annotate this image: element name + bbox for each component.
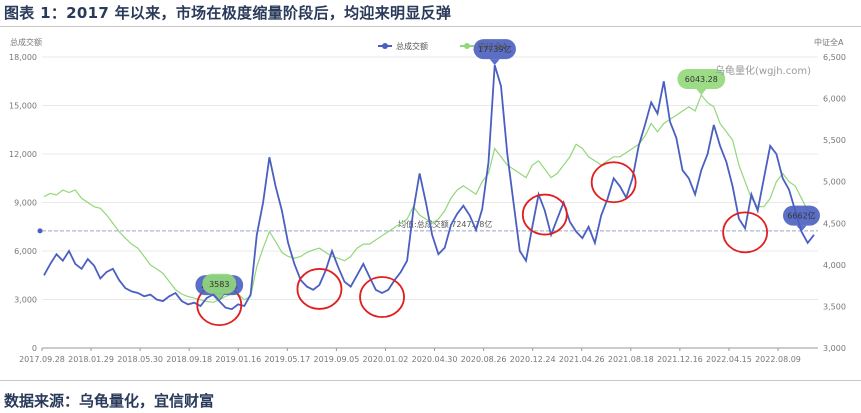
low-volume-circle <box>359 276 405 318</box>
yleft-tick-label: 9,000 <box>14 199 37 208</box>
x-tick-label: 2020.08.26 <box>461 355 507 364</box>
x-tick-label: 2021.04.26 <box>559 355 605 364</box>
x-tick-label: 2018.01.29 <box>68 355 114 364</box>
index-series-group <box>43 93 815 303</box>
legend-item-label[interactable]: 总成交额 <box>396 41 428 51</box>
yright-tick-label: 5,000 <box>823 178 846 187</box>
x-tick-label: 2020.01.02 <box>363 355 409 364</box>
legend-swatch-dot <box>382 43 388 49</box>
low-volume-circles <box>196 161 769 327</box>
low-volume-circle <box>590 161 637 204</box>
yright-tick-label: 4,000 <box>823 261 846 270</box>
x-tick-label: 2021.12.16 <box>657 355 703 364</box>
x-tick-label: 2018.09.18 <box>166 355 212 364</box>
extreme-label-bubble <box>782 205 820 226</box>
extreme-label-pointer <box>214 293 225 300</box>
extreme-label-text: 6662亿 <box>787 211 815 221</box>
yright-tick-label: 3,000 <box>823 344 846 353</box>
yright-tick-label: 6,000 <box>823 95 846 104</box>
average-label: 均值:总成交额 7247.78亿 <box>398 219 492 229</box>
extreme-label-bubble <box>202 273 237 294</box>
turnover-series-line <box>43 64 815 311</box>
low-volume-circle <box>722 211 769 254</box>
x-tick-label: 2022.04.15 <box>706 355 752 364</box>
yright-tick-label: 4,500 <box>823 219 846 228</box>
yright-tick-label: 5,500 <box>823 136 846 145</box>
chart-legend[interactable]: 总成交额 中证全A <box>378 41 508 51</box>
extreme-label-bubble <box>677 68 726 89</box>
page-title: 图表 1：2017 年以来，市场在极度缩量阶段后，均迎来明显反弹 <box>4 4 452 22</box>
x-tick-label: 2021.08.18 <box>608 355 654 364</box>
yright-tick-label: 3,500 <box>823 302 846 311</box>
title-divider <box>0 26 861 27</box>
x-tick-label: 2017.09.28 <box>19 355 65 364</box>
data-source: 数据来源：乌龟量化，宜信财富 <box>4 392 215 410</box>
average-line-marker <box>37 228 43 234</box>
x-tick-label: 2018.05.30 <box>117 355 163 364</box>
low-volume-circle <box>296 268 343 310</box>
chart: 均值:总成交额 7247.78亿 0 3,000 6,000 9,000 12,000 1… <box>9 37 846 364</box>
yleft-tick-label: 3,000 <box>14 296 37 305</box>
x-tick-label: 2019.09.05 <box>313 355 359 364</box>
chart-grid <box>42 56 818 300</box>
yleft-tick-label: 6,000 <box>14 247 37 256</box>
yleft-tick-label: 18,000 <box>9 53 37 62</box>
x-tick-label: 2020.04.30 <box>412 355 458 364</box>
turnover-series-group <box>43 64 815 311</box>
x-tick-label: 2022.08.09 <box>755 355 801 364</box>
low-volume-circle <box>521 193 568 236</box>
index-series-line <box>43 93 815 303</box>
extreme-label-text: 17739亿 <box>478 44 511 54</box>
x-tick-label: 2019.01.16 <box>215 355 261 364</box>
watermark: 乌龟量化(wgjh.com) <box>715 64 811 77</box>
extreme-label-bubble <box>473 39 516 60</box>
extreme-label-pointer <box>696 88 707 95</box>
yright-tick-label: 6,500 <box>823 53 846 62</box>
extreme-label-text: 3583 <box>209 280 229 289</box>
extreme-label-text: 6043.28 <box>685 75 718 84</box>
yright-axis-title: 中证全A <box>814 37 844 47</box>
x-tick-label: 2019.05.17 <box>264 355 310 364</box>
yleft-tick-label: 15,000 <box>9 102 37 111</box>
yleft-tick-label: 0 <box>32 344 37 353</box>
chart-axes: 0 3,000 6,000 9,000 12,000 15,000 18,000 3,000 3… <box>9 37 846 364</box>
yleft-tick-label: 12,000 <box>9 150 37 159</box>
extreme-labels: 2698.5亿17739亿6662亿35836043.28 <box>195 39 820 302</box>
legend-item-label[interactable]: 中证全A <box>478 41 508 51</box>
source-divider <box>0 380 861 381</box>
extreme-label-pointer <box>489 59 500 66</box>
x-tick-label: 2020.12.24 <box>510 355 556 364</box>
yleft-axis-title: 总成交额 <box>10 37 42 47</box>
extreme-label-pointer <box>796 225 807 232</box>
legend-swatch-dot <box>464 43 470 49</box>
